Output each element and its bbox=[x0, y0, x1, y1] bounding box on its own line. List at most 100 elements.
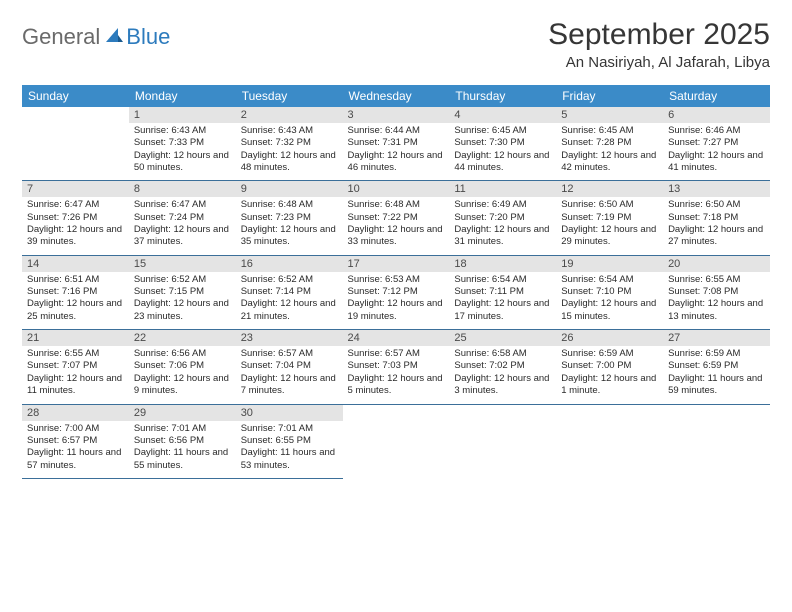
day-details: Sunrise: 6:43 AMSunset: 7:32 PMDaylight:… bbox=[236, 123, 343, 180]
day-details: Sunrise: 6:57 AMSunset: 7:03 PMDaylight:… bbox=[343, 346, 450, 403]
day-details: Sunrise: 6:47 AMSunset: 7:24 PMDaylight:… bbox=[129, 197, 236, 254]
calendar-cell: 8Sunrise: 6:47 AMSunset: 7:24 PMDaylight… bbox=[129, 181, 236, 255]
calendar-cell: 9Sunrise: 6:48 AMSunset: 7:23 PMDaylight… bbox=[236, 181, 343, 255]
day-number: 29 bbox=[129, 405, 236, 421]
calendar-cell: 20Sunrise: 6:55 AMSunset: 7:08 PMDayligh… bbox=[663, 255, 770, 329]
calendar-cell: 4Sunrise: 6:45 AMSunset: 7:30 PMDaylight… bbox=[449, 107, 556, 181]
day-number: 25 bbox=[449, 330, 556, 346]
weekday-header: Thursday bbox=[449, 85, 556, 107]
day-number: 1 bbox=[129, 107, 236, 123]
weekday-header: Saturday bbox=[663, 85, 770, 107]
calendar-cell: 5Sunrise: 6:45 AMSunset: 7:28 PMDaylight… bbox=[556, 107, 663, 181]
day-number: 20 bbox=[663, 256, 770, 272]
day-number: 10 bbox=[343, 181, 450, 197]
logo-sail-icon bbox=[104, 26, 124, 49]
calendar-cell: 21Sunrise: 6:55 AMSunset: 7:07 PMDayligh… bbox=[22, 330, 129, 404]
calendar-cell: 30Sunrise: 7:01 AMSunset: 6:55 PMDayligh… bbox=[236, 404, 343, 478]
calendar-cell: 24Sunrise: 6:57 AMSunset: 7:03 PMDayligh… bbox=[343, 330, 450, 404]
day-number: 30 bbox=[236, 405, 343, 421]
day-number: 17 bbox=[343, 256, 450, 272]
day-details: Sunrise: 6:57 AMSunset: 7:04 PMDaylight:… bbox=[236, 346, 343, 403]
day-details: Sunrise: 6:48 AMSunset: 7:22 PMDaylight:… bbox=[343, 197, 450, 254]
calendar-cell: 17Sunrise: 6:53 AMSunset: 7:12 PMDayligh… bbox=[343, 255, 450, 329]
day-number: 23 bbox=[236, 330, 343, 346]
day-details: Sunrise: 6:59 AMSunset: 7:00 PMDaylight:… bbox=[556, 346, 663, 403]
calendar-cell: 14Sunrise: 6:51 AMSunset: 7:16 PMDayligh… bbox=[22, 255, 129, 329]
calendar-cell: 10Sunrise: 6:48 AMSunset: 7:22 PMDayligh… bbox=[343, 181, 450, 255]
day-details: Sunrise: 6:59 AMSunset: 6:59 PMDaylight:… bbox=[663, 346, 770, 403]
calendar-cell: . bbox=[556, 404, 663, 478]
day-details: Sunrise: 6:46 AMSunset: 7:27 PMDaylight:… bbox=[663, 123, 770, 180]
day-details: Sunrise: 6:48 AMSunset: 7:23 PMDaylight:… bbox=[236, 197, 343, 254]
day-details: Sunrise: 6:54 AMSunset: 7:11 PMDaylight:… bbox=[449, 272, 556, 329]
day-number: 28 bbox=[22, 405, 129, 421]
calendar-cell: 16Sunrise: 6:52 AMSunset: 7:14 PMDayligh… bbox=[236, 255, 343, 329]
calendar-body: .1Sunrise: 6:43 AMSunset: 7:33 PMDayligh… bbox=[22, 107, 770, 478]
calendar-cell: 23Sunrise: 6:57 AMSunset: 7:04 PMDayligh… bbox=[236, 330, 343, 404]
calendar-cell: 25Sunrise: 6:58 AMSunset: 7:02 PMDayligh… bbox=[449, 330, 556, 404]
day-number: 24 bbox=[343, 330, 450, 346]
logo: General Blue bbox=[22, 18, 170, 50]
day-number: 15 bbox=[129, 256, 236, 272]
day-number: 5 bbox=[556, 107, 663, 123]
logo-text-general: General bbox=[22, 24, 100, 50]
day-number: 22 bbox=[129, 330, 236, 346]
calendar-cell: 29Sunrise: 7:01 AMSunset: 6:56 PMDayligh… bbox=[129, 404, 236, 478]
calendar-cell: 3Sunrise: 6:44 AMSunset: 7:31 PMDaylight… bbox=[343, 107, 450, 181]
title-block: September 2025 An Nasiriyah, Al Jafarah,… bbox=[548, 18, 770, 71]
calendar-cell: . bbox=[449, 404, 556, 478]
calendar-cell: 12Sunrise: 6:50 AMSunset: 7:19 PMDayligh… bbox=[556, 181, 663, 255]
calendar-cell: 18Sunrise: 6:54 AMSunset: 7:11 PMDayligh… bbox=[449, 255, 556, 329]
day-number: 4 bbox=[449, 107, 556, 123]
day-number: 21 bbox=[22, 330, 129, 346]
calendar-cell: 15Sunrise: 6:52 AMSunset: 7:15 PMDayligh… bbox=[129, 255, 236, 329]
calendar-cell: 26Sunrise: 6:59 AMSunset: 7:00 PMDayligh… bbox=[556, 330, 663, 404]
calendar-cell: . bbox=[22, 107, 129, 181]
calendar-cell: 28Sunrise: 7:00 AMSunset: 6:57 PMDayligh… bbox=[22, 404, 129, 478]
day-details: Sunrise: 6:54 AMSunset: 7:10 PMDaylight:… bbox=[556, 272, 663, 329]
day-number: 14 bbox=[22, 256, 129, 272]
header: General Blue September 2025 An Nasiriyah… bbox=[22, 18, 770, 71]
day-number: 11 bbox=[449, 181, 556, 197]
day-details: Sunrise: 6:55 AMSunset: 7:07 PMDaylight:… bbox=[22, 346, 129, 403]
weekday-header: Wednesday bbox=[343, 85, 450, 107]
day-details: Sunrise: 6:44 AMSunset: 7:31 PMDaylight:… bbox=[343, 123, 450, 180]
calendar-cell: 6Sunrise: 6:46 AMSunset: 7:27 PMDaylight… bbox=[663, 107, 770, 181]
calendar-cell: . bbox=[343, 404, 450, 478]
day-number: 2 bbox=[236, 107, 343, 123]
day-number: 27 bbox=[663, 330, 770, 346]
day-number: 7 bbox=[22, 181, 129, 197]
calendar-cell: 19Sunrise: 6:54 AMSunset: 7:10 PMDayligh… bbox=[556, 255, 663, 329]
day-number: 13 bbox=[663, 181, 770, 197]
day-details: Sunrise: 6:52 AMSunset: 7:14 PMDaylight:… bbox=[236, 272, 343, 329]
calendar-cell: 13Sunrise: 6:50 AMSunset: 7:18 PMDayligh… bbox=[663, 181, 770, 255]
day-details: Sunrise: 6:47 AMSunset: 7:26 PMDaylight:… bbox=[22, 197, 129, 254]
day-details: Sunrise: 6:50 AMSunset: 7:18 PMDaylight:… bbox=[663, 197, 770, 254]
day-number: 16 bbox=[236, 256, 343, 272]
day-details: Sunrise: 7:01 AMSunset: 6:55 PMDaylight:… bbox=[236, 421, 343, 478]
day-details: Sunrise: 6:49 AMSunset: 7:20 PMDaylight:… bbox=[449, 197, 556, 254]
day-details: Sunrise: 6:45 AMSunset: 7:28 PMDaylight:… bbox=[556, 123, 663, 180]
day-details: Sunrise: 6:52 AMSunset: 7:15 PMDaylight:… bbox=[129, 272, 236, 329]
weekday-header: Sunday bbox=[22, 85, 129, 107]
weekday-header: Tuesday bbox=[236, 85, 343, 107]
day-number: 8 bbox=[129, 181, 236, 197]
calendar-header-row: SundayMondayTuesdayWednesdayThursdayFrid… bbox=[22, 85, 770, 107]
day-details: Sunrise: 6:58 AMSunset: 7:02 PMDaylight:… bbox=[449, 346, 556, 403]
calendar-cell: 7Sunrise: 6:47 AMSunset: 7:26 PMDaylight… bbox=[22, 181, 129, 255]
day-details: Sunrise: 7:01 AMSunset: 6:56 PMDaylight:… bbox=[129, 421, 236, 478]
day-details: Sunrise: 6:50 AMSunset: 7:19 PMDaylight:… bbox=[556, 197, 663, 254]
calendar-cell: 22Sunrise: 6:56 AMSunset: 7:06 PMDayligh… bbox=[129, 330, 236, 404]
day-details: Sunrise: 6:43 AMSunset: 7:33 PMDaylight:… bbox=[129, 123, 236, 180]
day-details: Sunrise: 6:51 AMSunset: 7:16 PMDaylight:… bbox=[22, 272, 129, 329]
day-number: 6 bbox=[663, 107, 770, 123]
logo-text-blue: Blue bbox=[126, 24, 170, 50]
calendar-cell: 2Sunrise: 6:43 AMSunset: 7:32 PMDaylight… bbox=[236, 107, 343, 181]
month-title: September 2025 bbox=[548, 18, 770, 52]
calendar-table: SundayMondayTuesdayWednesdayThursdayFrid… bbox=[22, 85, 770, 479]
calendar-cell: 11Sunrise: 6:49 AMSunset: 7:20 PMDayligh… bbox=[449, 181, 556, 255]
calendar-cell: 1Sunrise: 6:43 AMSunset: 7:33 PMDaylight… bbox=[129, 107, 236, 181]
day-number: 9 bbox=[236, 181, 343, 197]
day-number: 26 bbox=[556, 330, 663, 346]
day-number: 12 bbox=[556, 181, 663, 197]
